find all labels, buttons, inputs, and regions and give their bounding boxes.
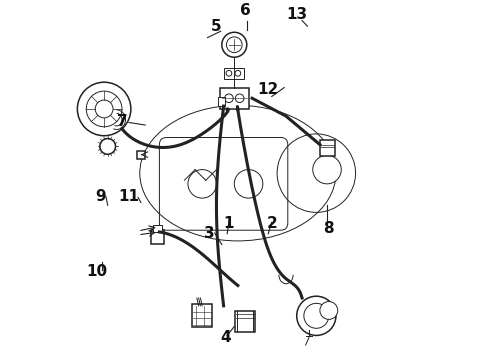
Circle shape <box>320 302 338 319</box>
Text: 5: 5 <box>211 19 222 35</box>
Text: 9: 9 <box>95 189 106 204</box>
Text: 10: 10 <box>86 264 107 279</box>
Text: 2: 2 <box>267 216 277 231</box>
Bar <box>151 230 165 244</box>
Bar <box>153 225 162 232</box>
Bar <box>235 311 255 332</box>
Text: 1: 1 <box>224 216 234 231</box>
Circle shape <box>77 82 131 136</box>
Text: 11: 11 <box>119 189 140 204</box>
Bar <box>137 151 145 158</box>
Circle shape <box>313 155 342 184</box>
Text: 7: 7 <box>117 114 127 129</box>
Circle shape <box>226 71 232 76</box>
Text: 4: 4 <box>220 330 231 345</box>
Circle shape <box>225 94 233 103</box>
Circle shape <box>297 296 336 336</box>
Circle shape <box>95 100 113 118</box>
Bar <box>220 87 248 109</box>
Circle shape <box>304 303 329 328</box>
Circle shape <box>235 71 241 76</box>
Text: 8: 8 <box>323 221 334 236</box>
Text: 6: 6 <box>240 3 250 18</box>
Text: 3: 3 <box>204 226 215 241</box>
Bar <box>224 68 244 78</box>
Circle shape <box>235 94 244 103</box>
Circle shape <box>86 91 122 127</box>
Circle shape <box>226 37 242 53</box>
Bar <box>218 97 225 106</box>
Bar <box>319 140 335 156</box>
Circle shape <box>100 139 116 154</box>
Text: 13: 13 <box>286 7 307 22</box>
Text: 12: 12 <box>258 82 279 97</box>
Circle shape <box>222 32 247 57</box>
Bar <box>193 304 212 327</box>
